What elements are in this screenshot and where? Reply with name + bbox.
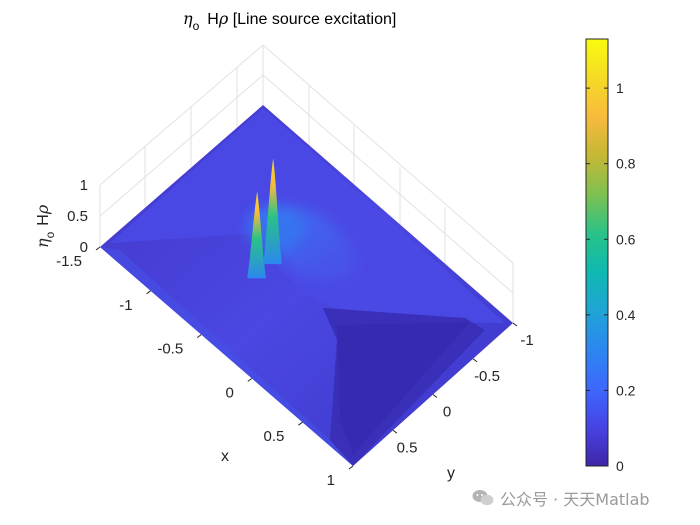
colorbar-tick-label: 0.2 [616, 382, 636, 398]
x-tick-label: -0.5 [157, 341, 183, 358]
peak-2 [263, 158, 283, 265]
x-tick-label: -1 [119, 297, 132, 314]
z-axis-ticks: 00.51 [67, 177, 88, 256]
y-tick-mark [472, 358, 478, 363]
y-tick-label: -1 [520, 332, 533, 349]
y-tick-mark [512, 322, 518, 327]
x-tick-mark [146, 290, 151, 295]
z-tick-label: 0.5 [67, 208, 88, 225]
y-tick-label: 0 [443, 404, 451, 421]
watermark: 公众号 · 天天Matlab [472, 485, 650, 511]
svg-text:ηoHρ: ηoHρ [33, 204, 57, 248]
z-tick-label: 0 [80, 239, 88, 256]
colorbar-tick-label: 0.4 [616, 307, 636, 323]
x-tick-mark [298, 421, 303, 426]
colorbar-bar [585, 38, 609, 467]
y-tick-label: -0.5 [474, 368, 500, 385]
axis-grid [99, 44, 514, 323]
x-tick-mark [348, 465, 354, 470]
x-tick-mark [95, 246, 101, 251]
colorbar: 0 0.2 0.4 0.6 0.8 1 [585, 38, 636, 474]
y-tick-label: 0.5 [397, 439, 418, 456]
z-axis-label: ηoHρ [33, 204, 57, 248]
colorbar-ticks: 0 0.2 0.4 0.6 0.8 1 [586, 80, 636, 474]
colorbar-tick-label: 0 [616, 458, 624, 474]
z-tick-label: 1 [80, 177, 88, 194]
y-axis-ticks: -1 -0.5 0 0.5 [392, 322, 534, 456]
y-tick-mark [392, 429, 398, 434]
peaks [247, 158, 283, 279]
y-tick-mark [432, 394, 438, 398]
x-tick-label: 0.5 [264, 428, 285, 445]
x-tick-label: 0 [225, 384, 233, 401]
colorbar-tick-label: 0.6 [616, 231, 636, 247]
watermark-text: 公众号 · 天天Matlab [500, 490, 650, 509]
peak-1 [247, 191, 267, 279]
x-axis-ticks: -1.5 -1 -0.5 0 0.5 1 [56, 246, 354, 489]
x-tick-label: 1 [327, 472, 335, 489]
x-tick-mark [196, 334, 202, 339]
colorbar-tick-label: 1 [616, 80, 624, 96]
x-tick-mark [247, 377, 253, 382]
colorbar-tick-label: 0.8 [616, 156, 636, 172]
x-tick-label: -1.5 [56, 253, 82, 270]
x-axis-label: x [221, 448, 229, 465]
chat-bubbles-icon [472, 490, 494, 506]
chart-title: ηo Hρ [Line source excitation] [183, 9, 396, 33]
y-axis-label: y [447, 465, 455, 482]
